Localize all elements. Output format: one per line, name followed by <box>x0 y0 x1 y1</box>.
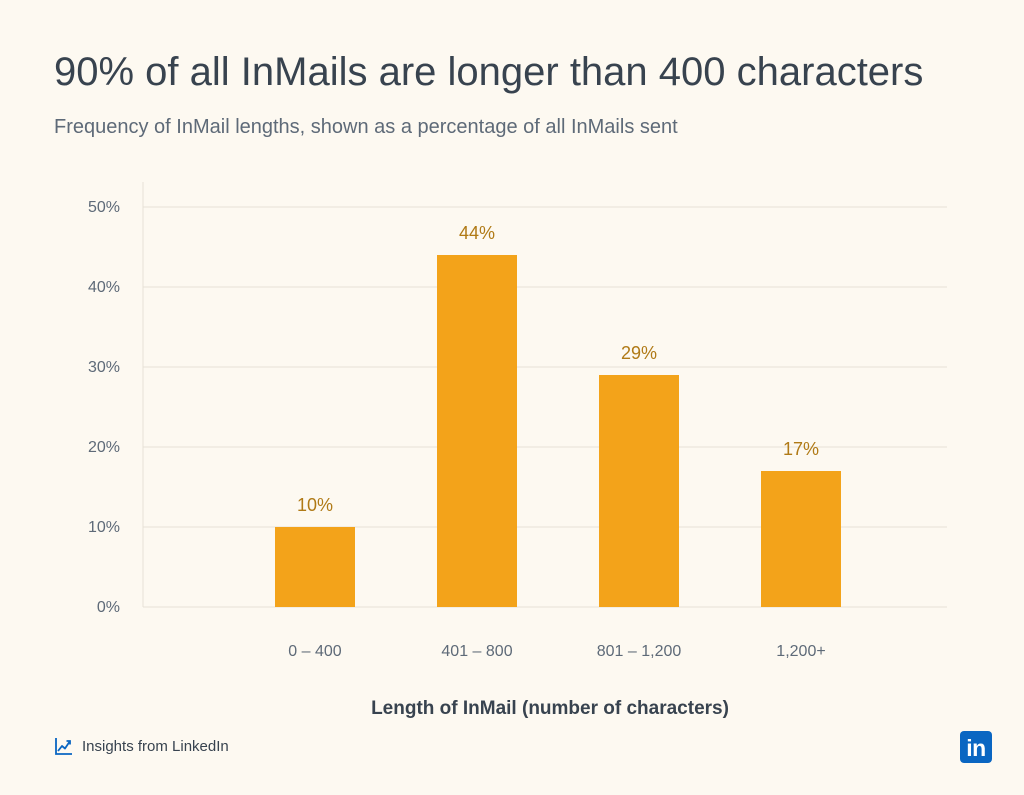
x-axis-ticks: 0 – 400 401 – 800 801 – 1,200 1,200+ <box>288 643 825 660</box>
y-tick-label: 0% <box>97 599 120 616</box>
y-axis-ticks: 0% 10% 20% 30% 40% 50% <box>88 199 120 616</box>
bar-chart: 0% 10% 20% 30% 40% 50% 10% 44% 29% 17% 0 – 400 40… <box>88 182 947 719</box>
x-tick-label: 401 – 800 <box>441 643 512 660</box>
linkedin-logo-icon: in <box>960 731 992 763</box>
data-labels: 10% 44% 29% 17% <box>297 223 819 515</box>
bars <box>275 255 841 607</box>
chart-title: 90% of all InMails are longer than 400 c… <box>54 50 924 94</box>
y-tick-label: 50% <box>88 199 120 216</box>
y-tick-label: 10% <box>88 519 120 536</box>
x-tick-label: 0 – 400 <box>288 643 341 660</box>
bar <box>275 527 355 607</box>
y-tick-label: 30% <box>88 359 120 376</box>
x-tick-label: 1,200+ <box>776 643 825 660</box>
x-axis-label: Length of InMail (number of characters) <box>371 698 729 719</box>
data-label: 17% <box>783 439 819 459</box>
y-tick-label: 40% <box>88 279 120 296</box>
trend-chart-icon <box>54 736 74 756</box>
chart-subtitle: Frequency of InMail lengths, shown as a … <box>54 116 678 138</box>
bar <box>761 471 841 607</box>
bar <box>599 375 679 607</box>
bar <box>437 255 517 607</box>
footer-source-text: Insights from LinkedIn <box>82 737 229 755</box>
data-label: 29% <box>621 343 657 363</box>
data-label: 10% <box>297 495 333 515</box>
y-tick-label: 20% <box>88 439 120 456</box>
data-label: 44% <box>459 223 495 243</box>
x-tick-label: 801 – 1,200 <box>597 643 682 660</box>
footer-brand: Insights from LinkedIn <box>54 736 229 756</box>
